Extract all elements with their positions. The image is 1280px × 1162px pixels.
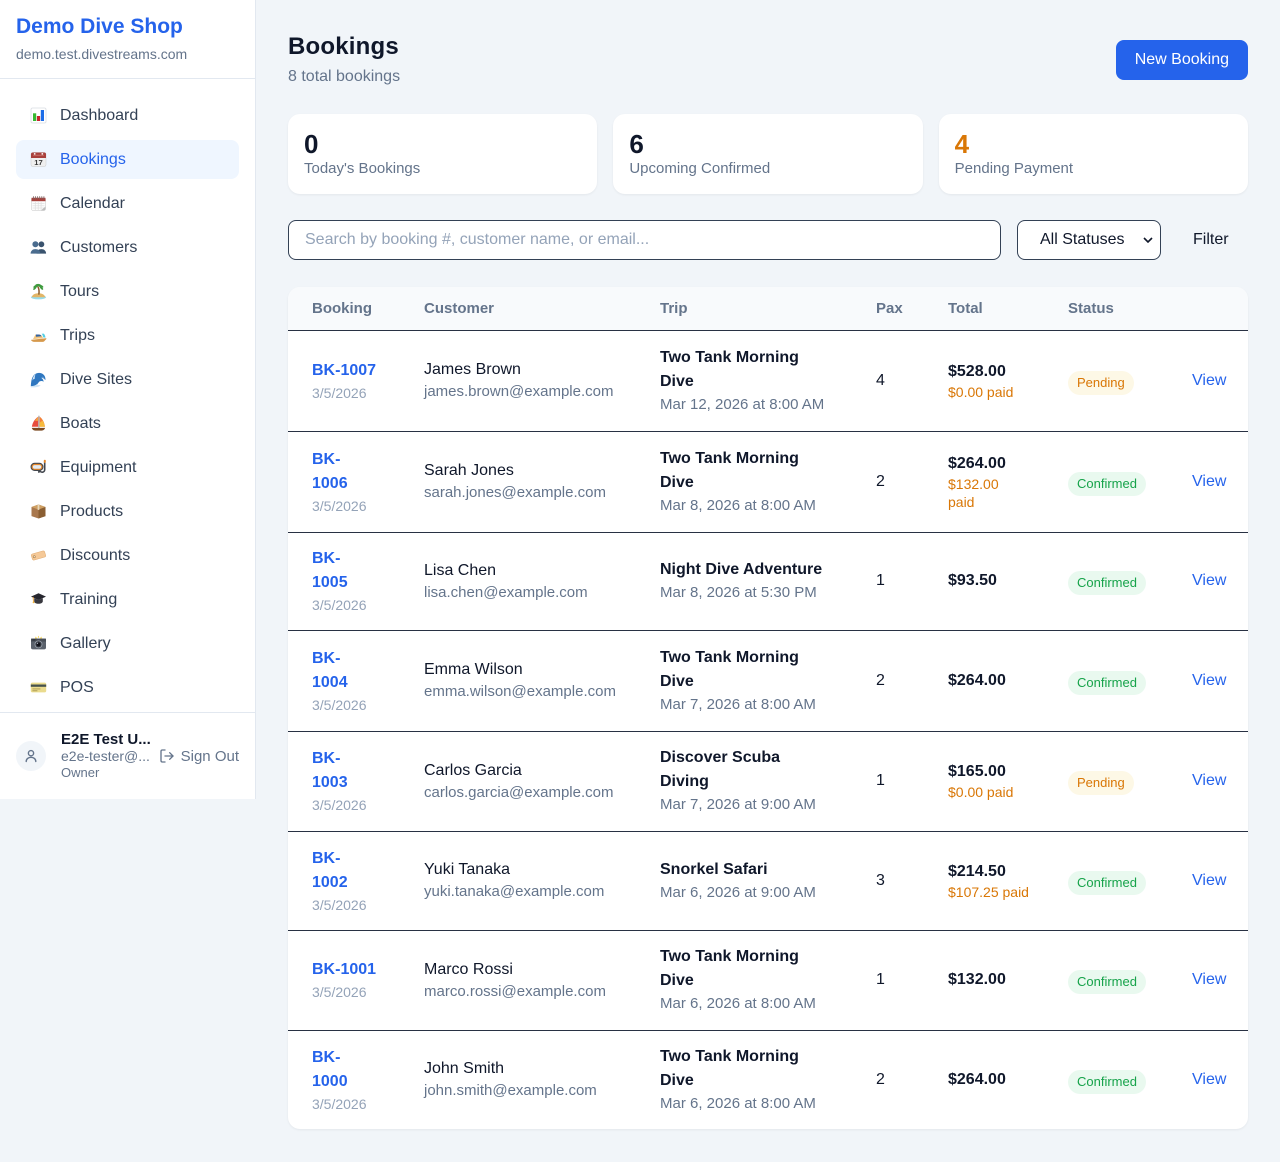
svg-text:17: 17 (34, 158, 42, 167)
